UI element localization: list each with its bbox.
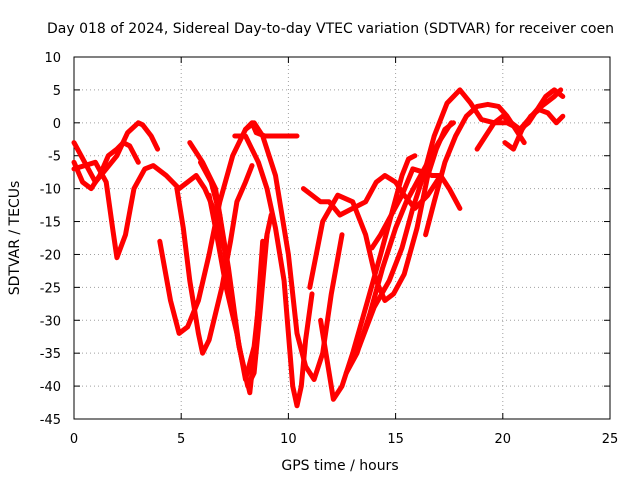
y-tick-label: -20 <box>40 248 61 263</box>
y-tick-label: -25 <box>40 281 61 296</box>
y-tick-label: -5 <box>48 150 61 165</box>
plot-frame <box>73 56 611 420</box>
y-tick-label: -10 <box>40 183 61 198</box>
y-tick-label: -40 <box>40 380 61 395</box>
x-tick-label: 25 <box>602 432 619 447</box>
y-tick-label: 5 <box>53 84 61 99</box>
x-axis-label: GPS time / hours <box>281 458 398 474</box>
series-sat-n <box>369 166 463 251</box>
series-sat-j <box>243 120 345 382</box>
series-sat-i <box>232 133 315 409</box>
y-tick-label: 10 <box>44 51 61 66</box>
y-axis-ticks: 10 5 0 -5 -10 -15 -20 -25 -30 -35 -40 -45 <box>40 51 610 428</box>
y-tick-label: -45 <box>40 413 61 428</box>
chart-title: Day 018 of 2024, Sidereal Day-to-day VTE… <box>47 21 614 37</box>
series-sat-h <box>206 192 274 382</box>
y-tick-label: -35 <box>40 347 61 362</box>
series-sat-b <box>71 140 141 192</box>
x-tick-label: 5 <box>177 432 185 447</box>
series-sat-d <box>157 120 300 336</box>
data-series <box>71 87 566 409</box>
series-sat-e <box>174 163 255 356</box>
x-axis-ticks: 0 5 10 15 20 25 <box>70 57 618 447</box>
series-sat-p <box>356 87 523 350</box>
x-tick-label: 15 <box>387 432 404 447</box>
x-tick-label: 0 <box>70 432 78 447</box>
y-tick-label: 0 <box>53 117 61 132</box>
x-tick-label: 20 <box>495 432 512 447</box>
series-sat-l <box>318 153 418 402</box>
series-sat-t <box>517 87 566 132</box>
y-tick-label: -15 <box>40 216 61 231</box>
x-tick-label: 10 <box>280 432 297 447</box>
y-axis-label: SDTVAR / TECUs <box>7 181 23 296</box>
y-tick-label: -30 <box>40 314 61 329</box>
